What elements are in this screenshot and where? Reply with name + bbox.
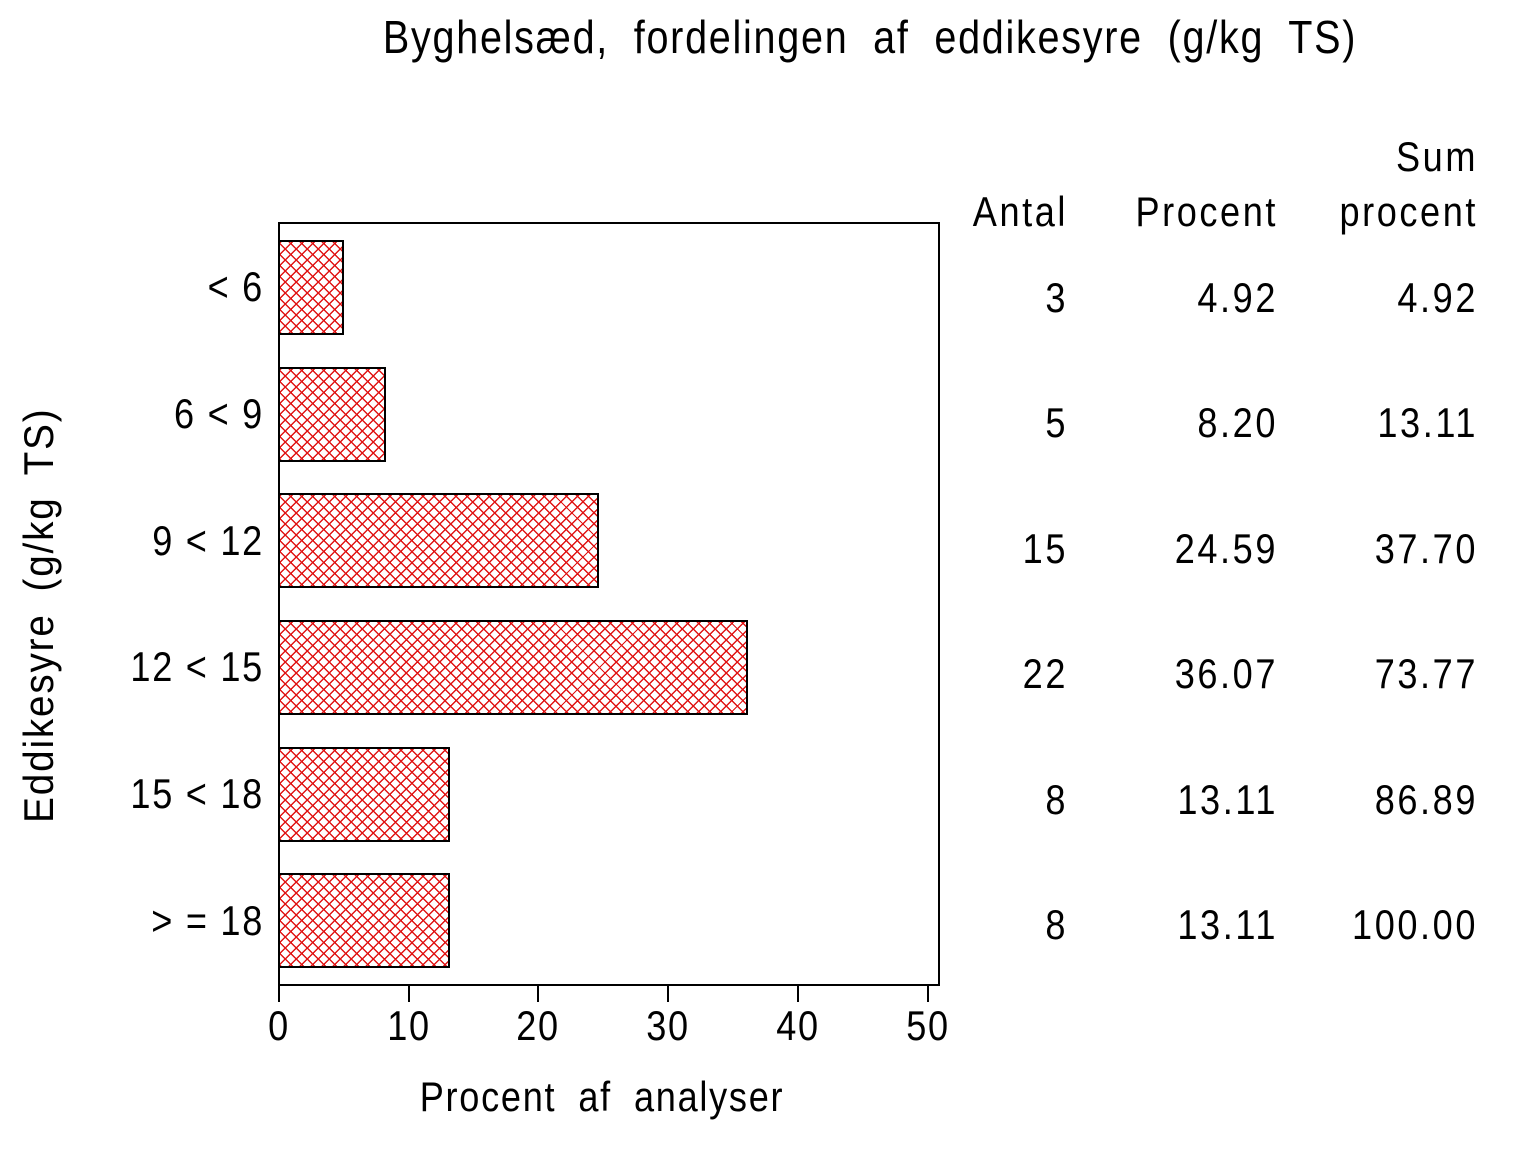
- table-cell-procent-4: 36.07: [1174, 650, 1278, 697]
- bar-3: [280, 493, 599, 588]
- x-axis-tick-40: [797, 986, 799, 1002]
- bar-2: [280, 367, 386, 462]
- x-axis-label: Procent af analyser: [419, 1073, 785, 1120]
- table-cell-sumprocent-3: 37.70: [1374, 525, 1478, 572]
- table-header-sum-line2: procent: [1339, 188, 1478, 235]
- table-header-sum-line1: Sum: [1395, 133, 1478, 180]
- table-cell-sumprocent-4: 73.77: [1374, 650, 1478, 697]
- table-cell-antal-3: 15: [1022, 525, 1068, 572]
- category-label-2: 6 < 9: [174, 390, 264, 437]
- table-cell-sumprocent-2: 13.11: [1377, 399, 1478, 446]
- category-label-4: 12 < 15: [130, 643, 264, 690]
- bar-1: [280, 240, 344, 335]
- y-axis-label: Eddikesyre (g/kg TS): [15, 407, 62, 823]
- table-cell-sumprocent-1: 4.92: [1397, 274, 1478, 321]
- table-cell-sumprocent-6: 100.00: [1352, 901, 1478, 948]
- bar-6: [280, 873, 450, 968]
- x-axis-tick-50: [927, 986, 929, 1002]
- x-axis-tick-label-30: 30: [646, 1002, 690, 1049]
- table-cell-procent-1: 4.92: [1197, 274, 1278, 321]
- bar-5: [280, 747, 450, 842]
- table-header-antal: Antal: [972, 188, 1068, 235]
- category-label-1: < 6: [207, 263, 264, 310]
- table-cell-antal-2: 5: [1045, 399, 1068, 446]
- category-label-5: 15 < 18: [130, 770, 264, 817]
- bar-4: [280, 620, 748, 715]
- category-label-3: 9 < 12: [152, 517, 264, 564]
- table-cell-procent-5: 13.11: [1177, 776, 1278, 823]
- table-cell-procent-6: 13.11: [1177, 901, 1278, 948]
- x-axis-tick-label-0: 0: [268, 1002, 290, 1049]
- table-header-procent: Procent: [1135, 188, 1278, 235]
- x-axis-tick-label-10: 10: [387, 1002, 431, 1049]
- x-axis-tick-10: [408, 986, 410, 1002]
- table-cell-antal-4: 22: [1022, 650, 1068, 697]
- table-cell-antal-5: 8: [1045, 776, 1068, 823]
- table-cell-antal-1: 3: [1045, 274, 1068, 321]
- table-cell-antal-6: 8: [1045, 901, 1068, 948]
- x-axis-tick-label-50: 50: [906, 1002, 950, 1049]
- table-cell-sumprocent-5: 86.89: [1374, 776, 1478, 823]
- x-axis-tick-20: [537, 986, 539, 1002]
- x-axis-tick-0: [278, 986, 280, 1002]
- x-axis-tick-label-40: 40: [776, 1002, 820, 1049]
- chart-title: Byghelsæd, fordelingen af eddikesyre (g/…: [382, 11, 1358, 63]
- x-axis-tick-label-20: 20: [516, 1002, 560, 1049]
- plot-frame: [278, 222, 940, 986]
- table-cell-procent-3: 24.59: [1174, 525, 1278, 572]
- category-label-6: > = 18: [151, 897, 264, 944]
- table-cell-procent-2: 8.20: [1197, 399, 1278, 446]
- x-axis-tick-30: [667, 986, 669, 1002]
